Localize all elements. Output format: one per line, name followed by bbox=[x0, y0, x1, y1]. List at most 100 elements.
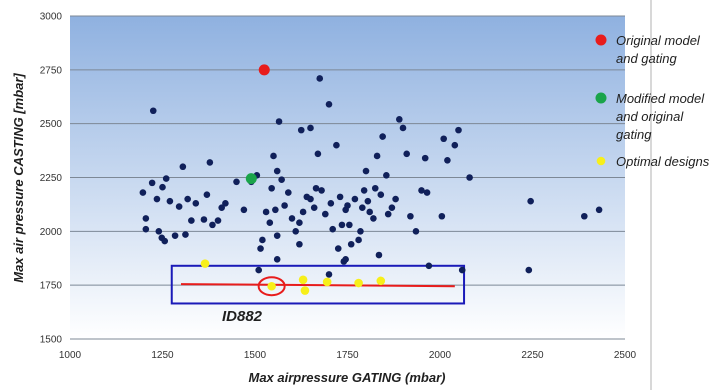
design-point bbox=[322, 210, 329, 218]
optimal-design-point bbox=[300, 286, 310, 295]
original-model-point bbox=[258, 64, 270, 76]
design-point bbox=[314, 150, 322, 158]
design-point bbox=[257, 245, 264, 252]
legend-optimal-marker bbox=[596, 156, 606, 166]
design-point bbox=[281, 202, 288, 209]
design-point bbox=[192, 200, 200, 207]
design-point bbox=[421, 154, 429, 162]
design-point bbox=[255, 266, 262, 274]
x-tick-label: 2250 bbox=[521, 350, 544, 361]
design-point bbox=[357, 228, 364, 235]
x-tick-label: 2000 bbox=[429, 350, 452, 361]
optimal-design-point bbox=[354, 278, 363, 288]
design-point bbox=[325, 100, 333, 108]
design-point bbox=[370, 215, 377, 222]
design-point bbox=[288, 215, 296, 222]
design-point bbox=[268, 184, 275, 192]
design-point bbox=[423, 189, 431, 196]
y-tick-label: 2000 bbox=[40, 227, 63, 238]
design-point bbox=[384, 210, 392, 218]
x-tick-label: 1750 bbox=[336, 350, 359, 361]
design-point bbox=[166, 197, 174, 205]
highlight-circle bbox=[257, 276, 286, 297]
legend-optimal-label: Optimal designs bbox=[616, 154, 710, 169]
id882-annotation: ID882 bbox=[222, 308, 263, 325]
optimal-design-point bbox=[298, 275, 308, 285]
design-point bbox=[360, 187, 368, 194]
legend-modified-label: Modified model and original gating bbox=[616, 91, 705, 142]
design-point bbox=[458, 266, 466, 274]
design-point bbox=[373, 152, 381, 160]
design-point bbox=[299, 208, 307, 216]
design-point bbox=[451, 141, 459, 149]
design-point bbox=[525, 266, 533, 274]
design-point bbox=[222, 200, 229, 207]
design-point bbox=[206, 159, 214, 166]
design-point bbox=[209, 221, 216, 229]
design-point bbox=[318, 187, 325, 194]
x-tick-label: 1500 bbox=[244, 350, 267, 361]
optimal-design-point bbox=[200, 259, 210, 268]
design-point bbox=[182, 231, 189, 238]
y-tick-label: 2750 bbox=[40, 65, 63, 76]
design-point bbox=[412, 228, 420, 235]
design-point bbox=[595, 206, 603, 214]
design-point bbox=[273, 256, 281, 263]
design-point bbox=[292, 228, 300, 235]
design-point bbox=[155, 228, 163, 235]
design-point bbox=[142, 215, 150, 222]
design-point bbox=[327, 200, 335, 207]
design-point bbox=[336, 193, 344, 201]
design-point bbox=[364, 197, 372, 205]
design-point bbox=[262, 208, 270, 216]
design-point bbox=[344, 202, 351, 209]
design-point bbox=[366, 208, 374, 216]
design-point bbox=[297, 126, 305, 134]
design-point bbox=[296, 219, 303, 227]
design-point bbox=[312, 184, 320, 192]
design-point bbox=[399, 124, 407, 132]
design-point bbox=[142, 225, 150, 233]
design-point bbox=[310, 204, 318, 211]
design-point bbox=[418, 187, 425, 194]
x-tick-label: 1250 bbox=[151, 350, 174, 361]
design-point bbox=[266, 219, 274, 227]
design-point bbox=[139, 189, 147, 196]
x-axis-title: Max airpressure GATING (mbar) bbox=[249, 370, 446, 385]
design-point bbox=[203, 191, 211, 199]
design-point bbox=[375, 251, 383, 259]
design-point bbox=[149, 107, 157, 115]
legend-modified-marker bbox=[595, 92, 607, 104]
design-point bbox=[159, 183, 166, 191]
design-point bbox=[273, 167, 281, 175]
design-point bbox=[162, 175, 170, 182]
design-point bbox=[272, 206, 279, 214]
design-point bbox=[285, 189, 292, 196]
design-point bbox=[444, 156, 451, 164]
design-point bbox=[527, 197, 534, 205]
design-point bbox=[359, 204, 366, 211]
design-point bbox=[148, 179, 156, 187]
modified-model-point bbox=[245, 173, 257, 185]
design-point bbox=[161, 237, 169, 245]
design-point bbox=[179, 163, 187, 171]
design-point bbox=[273, 232, 281, 239]
design-point bbox=[440, 135, 448, 143]
design-point bbox=[466, 174, 473, 181]
design-point bbox=[307, 195, 314, 203]
design-point bbox=[407, 212, 414, 220]
y-tick-label: 3000 bbox=[40, 12, 63, 23]
y-tick-label: 2250 bbox=[40, 173, 63, 184]
optimal-design-point bbox=[267, 281, 276, 291]
design-point bbox=[259, 236, 266, 244]
design-point bbox=[455, 126, 462, 134]
design-point bbox=[355, 236, 362, 244]
y-tick-label: 1750 bbox=[40, 281, 63, 292]
design-point bbox=[377, 191, 385, 199]
design-point bbox=[233, 178, 240, 186]
design-point bbox=[278, 176, 285, 183]
design-point bbox=[438, 212, 446, 220]
design-point bbox=[342, 256, 349, 263]
legend-original-label: Original model and gating bbox=[616, 33, 701, 66]
